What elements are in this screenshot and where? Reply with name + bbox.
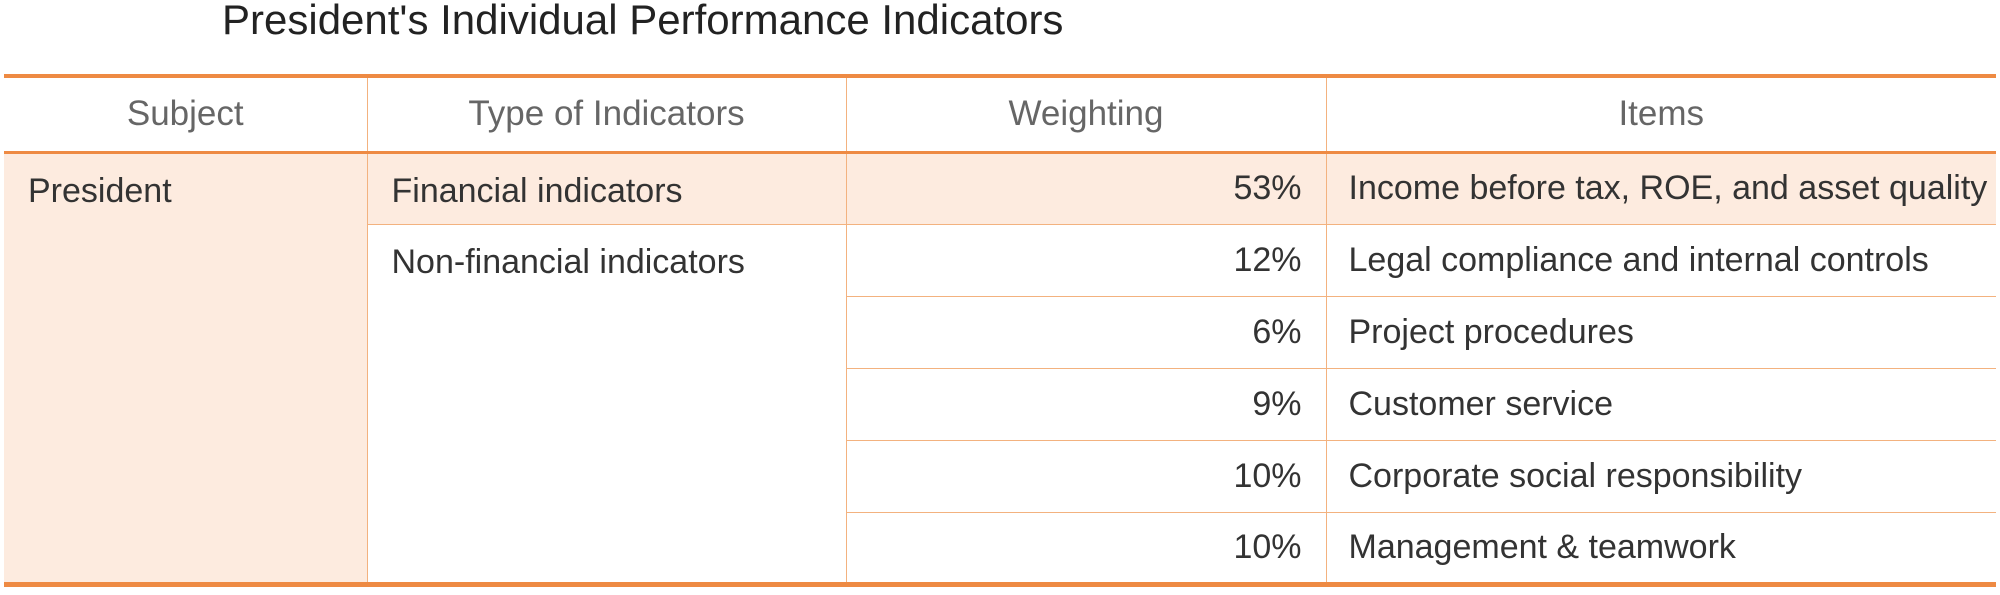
weighting-cell: 10% bbox=[845, 512, 1326, 584]
weighting-cell: 10% bbox=[845, 440, 1326, 513]
item-cell: Project procedures bbox=[1325, 296, 1996, 369]
table-row: 10% Management & teamwork bbox=[4, 512, 1996, 584]
performance-indicators-table: Subject Type of Indicators Weighting Ite… bbox=[4, 74, 1996, 587]
item-cell: Management & teamwork bbox=[1325, 512, 1996, 584]
weighting-cell: 53% bbox=[845, 152, 1326, 225]
subject-cell: President bbox=[4, 152, 367, 585]
header-subject: Subject bbox=[4, 76, 367, 154]
weighting-cell: 12% bbox=[845, 224, 1326, 297]
header-items: Items bbox=[1325, 76, 1996, 154]
table-row: 10% Corporate social responsibility bbox=[4, 440, 1996, 513]
table-row: Non-financial indicators 12% Legal compl… bbox=[4, 224, 1996, 585]
weighting-cell: 6% bbox=[845, 296, 1326, 369]
header-weighting: Weighting bbox=[845, 76, 1326, 154]
item-cell: Legal compliance and internal controls bbox=[1325, 224, 1996, 297]
header-row: Subject Type of Indicators Weighting Ite… bbox=[4, 76, 1996, 154]
item-cell: Income before tax, ROE, and asset qualit… bbox=[1325, 152, 1996, 225]
indicator-type-cell: Financial indicators bbox=[366, 152, 846, 225]
table-row: 9% Customer service bbox=[4, 368, 1996, 441]
item-cell: Corporate social responsibility bbox=[1325, 440, 1996, 513]
indicator-type-cell: Non-financial indicators bbox=[366, 224, 846, 585]
table-row: 6% Project procedures bbox=[4, 296, 1996, 369]
weighting-cell: 9% bbox=[845, 368, 1326, 441]
header-type-of-indicators: Type of Indicators bbox=[366, 76, 846, 154]
table-row: President Financial indicators 53% Incom… bbox=[4, 152, 1996, 585]
item-cell: Customer service bbox=[1325, 368, 1996, 441]
page-title: President's Individual Performance Indic… bbox=[222, 0, 1064, 43]
